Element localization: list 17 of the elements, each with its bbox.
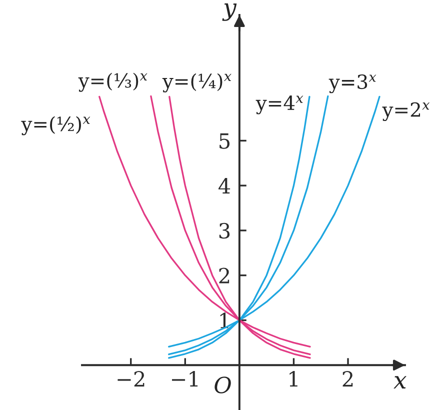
x-axis-title: x <box>394 376 406 388</box>
y-tick-label: 4 <box>218 178 230 194</box>
y-tick-label: 2 <box>219 268 230 284</box>
series-label: y=3$^{x}$ <box>328 74 376 94</box>
y-tick-label: 5 <box>220 133 230 149</box>
series-label: y=(⅓)$^{x}$ <box>78 72 148 92</box>
series-label: y=2$^{x}$ <box>382 102 430 121</box>
series-label: y=(¼)$^{x}$ <box>162 73 232 92</box>
annotation: O <box>214 376 231 394</box>
x-tick-label: 2 <box>342 371 353 386</box>
y-tick-label: 3 <box>219 222 230 239</box>
x-tick-label: 1 <box>290 371 298 386</box>
series-label: y=4$^{x}$ <box>256 96 304 114</box>
x-tick-label: −2 <box>118 371 144 386</box>
series-label: y=(½)$^{x}$ <box>21 116 90 136</box>
x-tick-label: −1 <box>172 371 198 386</box>
y-axis-title: y <box>222 3 237 21</box>
